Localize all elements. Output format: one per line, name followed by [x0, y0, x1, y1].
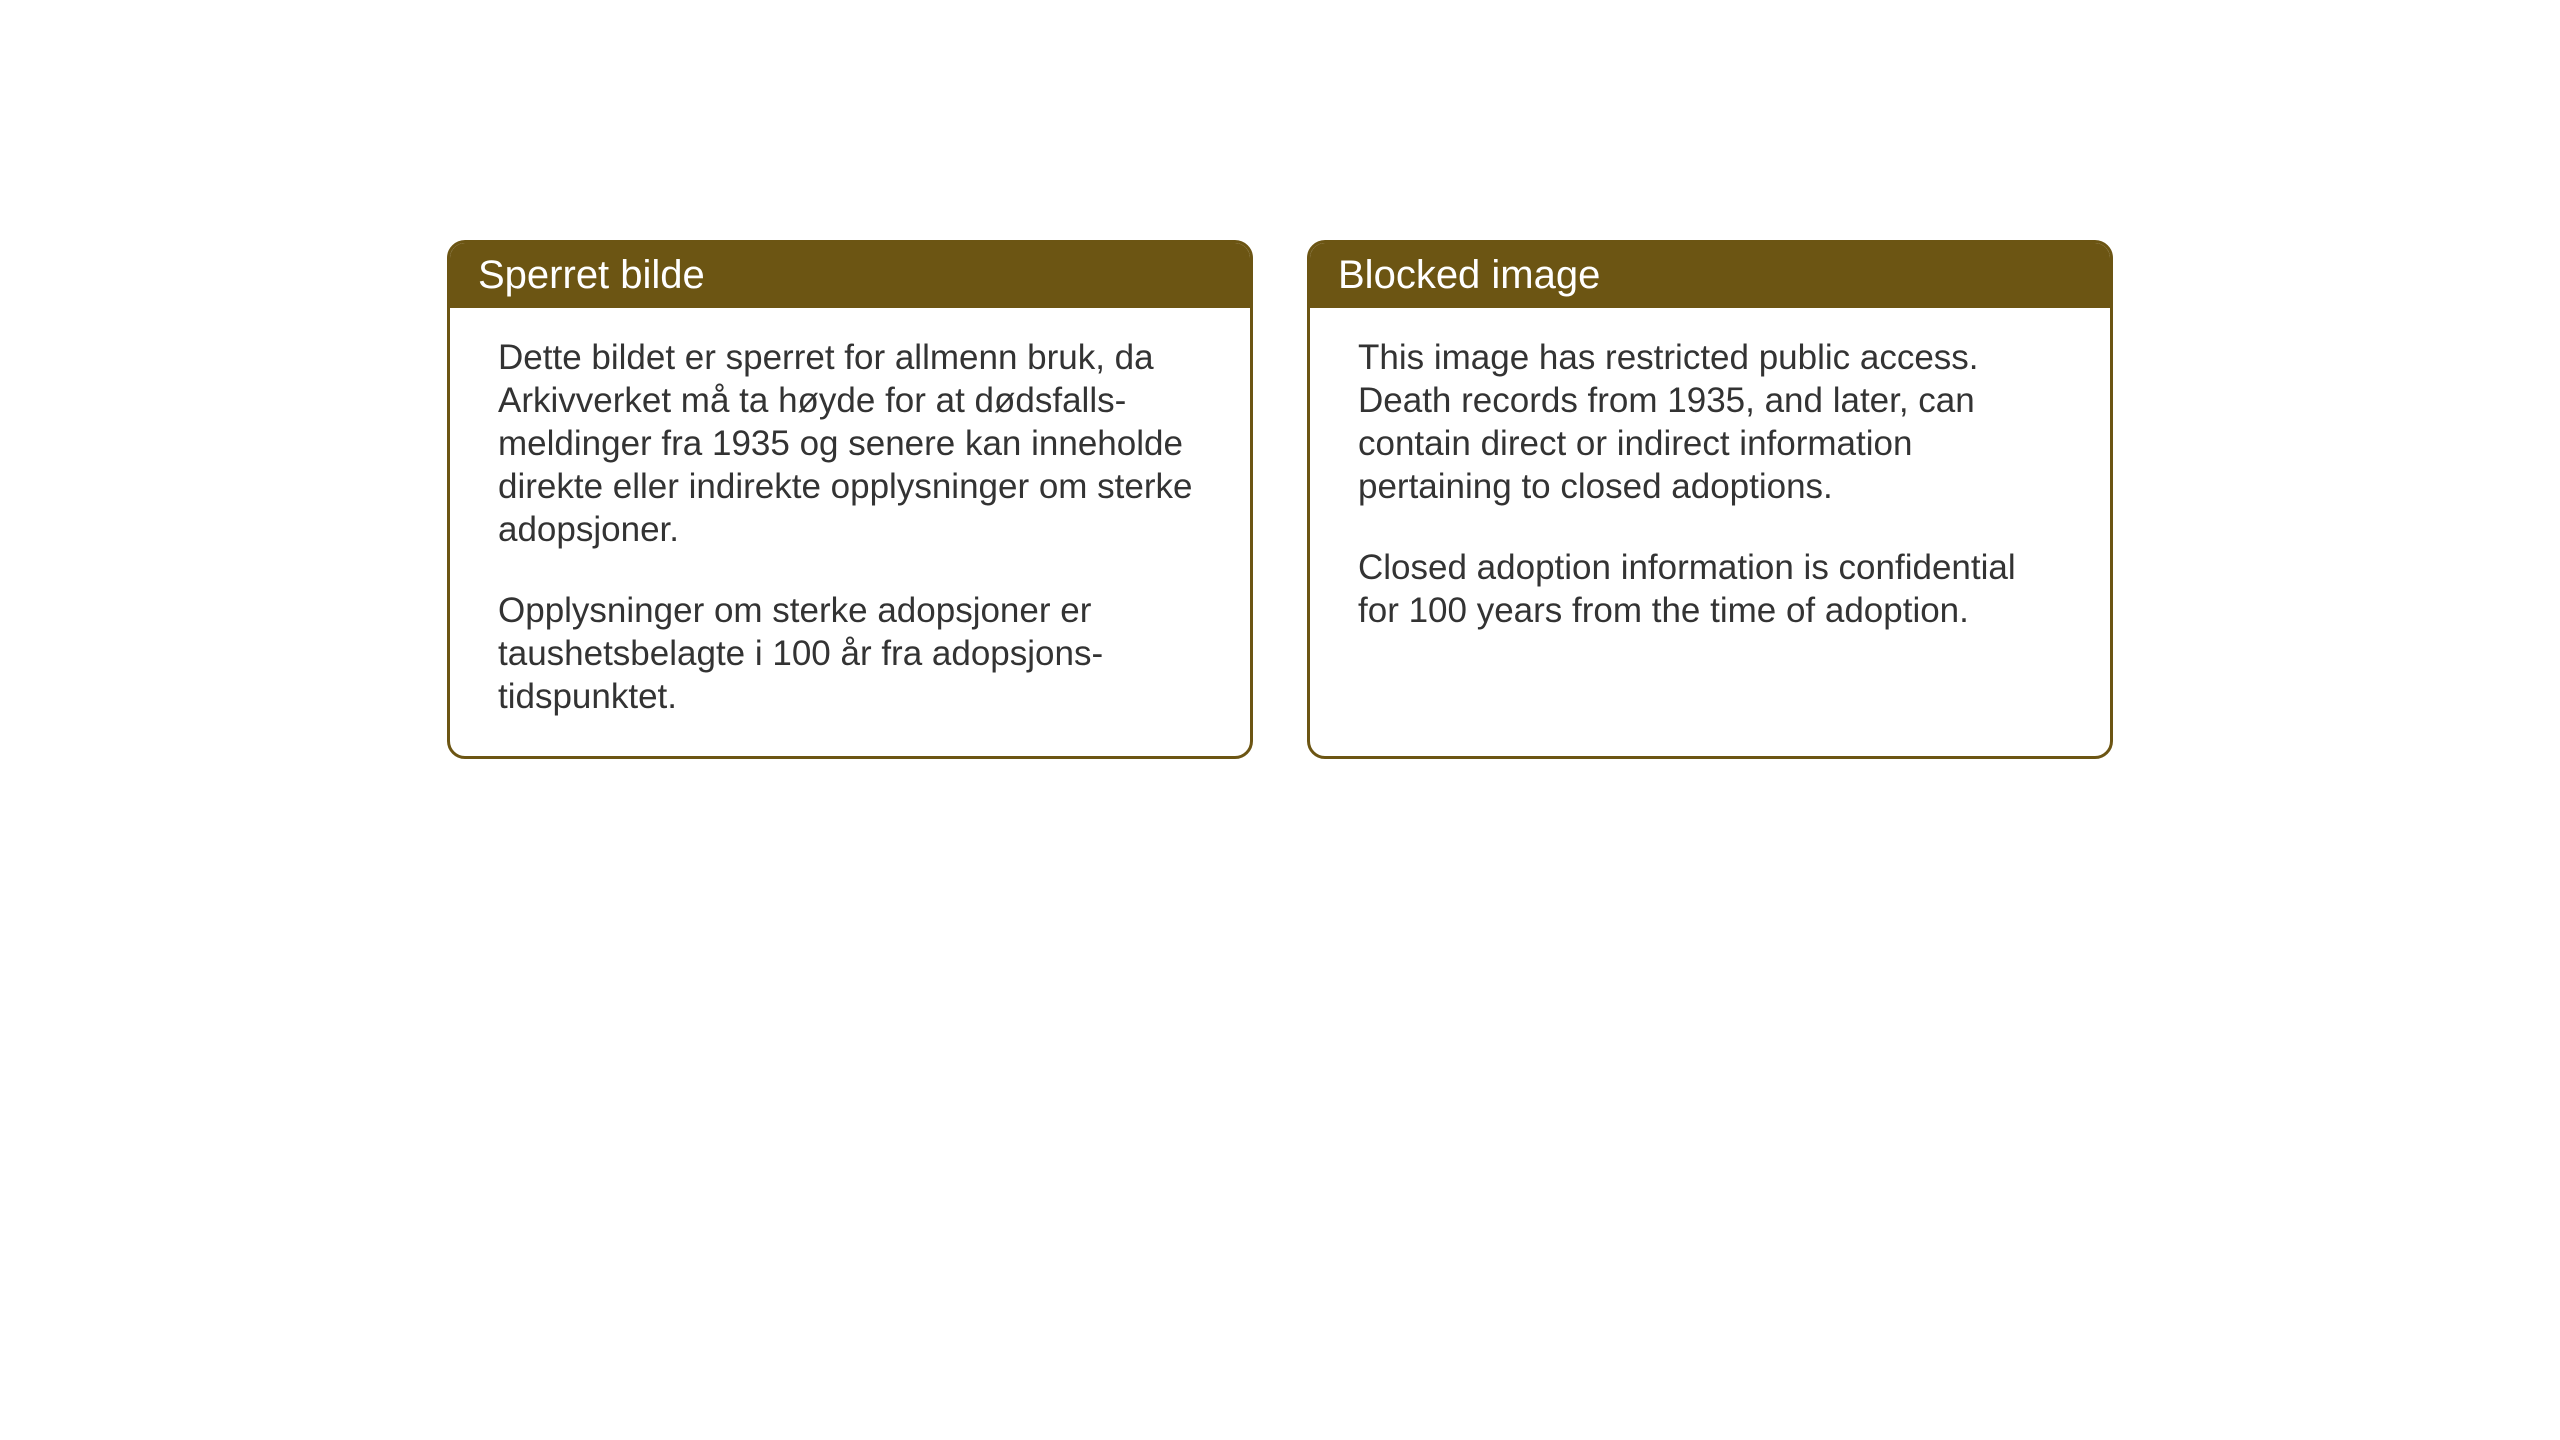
notice-header-norwegian: Sperret bilde	[450, 243, 1250, 308]
notice-title-english: Blocked image	[1338, 253, 1600, 297]
notice-box-english: Blocked image This image has restricted …	[1307, 240, 2113, 759]
notice-box-norwegian: Sperret bilde Dette bildet er sperret fo…	[447, 240, 1253, 759]
notice-container: Sperret bilde Dette bildet er sperret fo…	[447, 240, 2113, 759]
notice-header-english: Blocked image	[1310, 243, 2110, 308]
notice-paragraph-1-norwegian: Dette bildet er sperret for allmenn bruk…	[498, 336, 1202, 551]
notice-paragraph-2-english: Closed adoption information is confident…	[1358, 546, 2062, 632]
notice-body-english: This image has restricted public access.…	[1310, 308, 2110, 728]
notice-paragraph-1-english: This image has restricted public access.…	[1358, 336, 2062, 508]
notice-body-norwegian: Dette bildet er sperret for allmenn bruk…	[450, 308, 1250, 756]
notice-title-norwegian: Sperret bilde	[478, 253, 705, 297]
notice-paragraph-2-norwegian: Opplysninger om sterke adopsjoner er tau…	[498, 589, 1202, 718]
